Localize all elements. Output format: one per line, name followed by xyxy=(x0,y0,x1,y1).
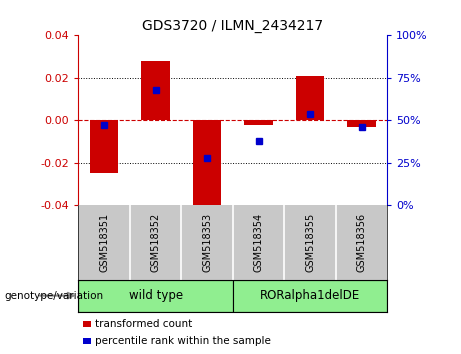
Text: GSM518351: GSM518351 xyxy=(99,213,109,272)
Text: GSM518352: GSM518352 xyxy=(151,213,160,272)
Bar xyxy=(233,280,387,312)
Text: wild type: wild type xyxy=(129,289,183,302)
Bar xyxy=(90,120,118,173)
Title: GDS3720 / ILMN_2434217: GDS3720 / ILMN_2434217 xyxy=(142,19,323,33)
Text: GSM518356: GSM518356 xyxy=(356,213,366,272)
Bar xyxy=(347,120,376,127)
Bar xyxy=(142,61,170,120)
Bar xyxy=(78,280,233,312)
Text: GSM518353: GSM518353 xyxy=(202,213,212,272)
Text: percentile rank within the sample: percentile rank within the sample xyxy=(95,336,271,346)
Bar xyxy=(296,76,324,120)
Text: GSM518354: GSM518354 xyxy=(254,213,264,272)
Text: RORalpha1delDE: RORalpha1delDE xyxy=(260,289,360,302)
Text: transformed count: transformed count xyxy=(95,319,192,329)
Bar xyxy=(193,120,221,210)
Text: genotype/variation: genotype/variation xyxy=(5,291,104,301)
Bar xyxy=(244,120,273,125)
Text: GSM518355: GSM518355 xyxy=(305,213,315,272)
